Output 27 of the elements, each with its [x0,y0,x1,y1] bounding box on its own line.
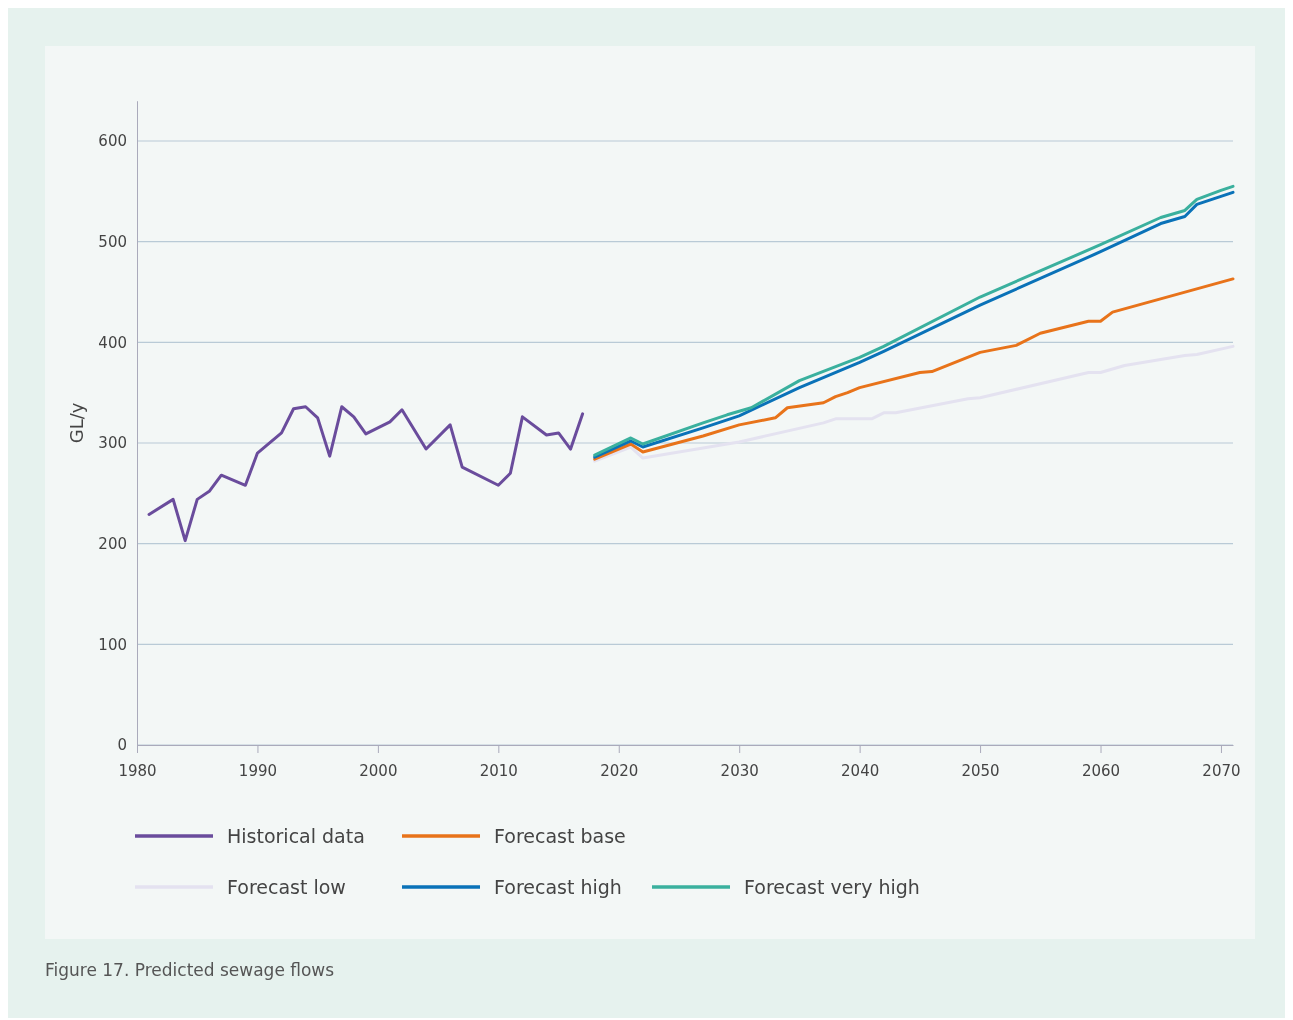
x-tick-label: 1990 [238,761,278,780]
legend-label: Historical data [227,825,365,847]
x-tick-label: 2040 [841,761,880,780]
y-tick-label: 400 [98,333,127,352]
x-tick-label: 1980 [118,761,157,780]
y-tick-label: 100 [98,635,127,654]
y-axis-title: GL/y [66,402,87,444]
x-tick-label: 2010 [479,761,518,780]
x-tick-label: 2060 [1081,761,1121,780]
y-tick-label: 300 [98,434,127,453]
legend-label: Forecast high [494,876,622,898]
legend-label: Forecast very high [744,876,920,898]
caption: Figure 17. Predicted sewage flows [45,960,335,980]
legend-label: Forecast base [494,825,626,847]
y-tick-label: 600 [98,132,127,151]
x-tick-label: 2030 [720,761,759,780]
x-tick-label: 2020 [600,761,639,780]
line-series [593,277,1235,461]
x-tick-label: 2000 [359,761,398,780]
y-tick-label: 200 [98,534,127,553]
legend-label: Forecast low [227,876,346,898]
x-tick-label: 2070 [1202,761,1241,780]
y-tick-label: 0 [117,736,127,755]
line-series [593,344,1235,463]
x-tick-label: 2050 [961,761,1000,780]
line-series [147,405,585,543]
y-tick-label: 500 [98,232,127,251]
